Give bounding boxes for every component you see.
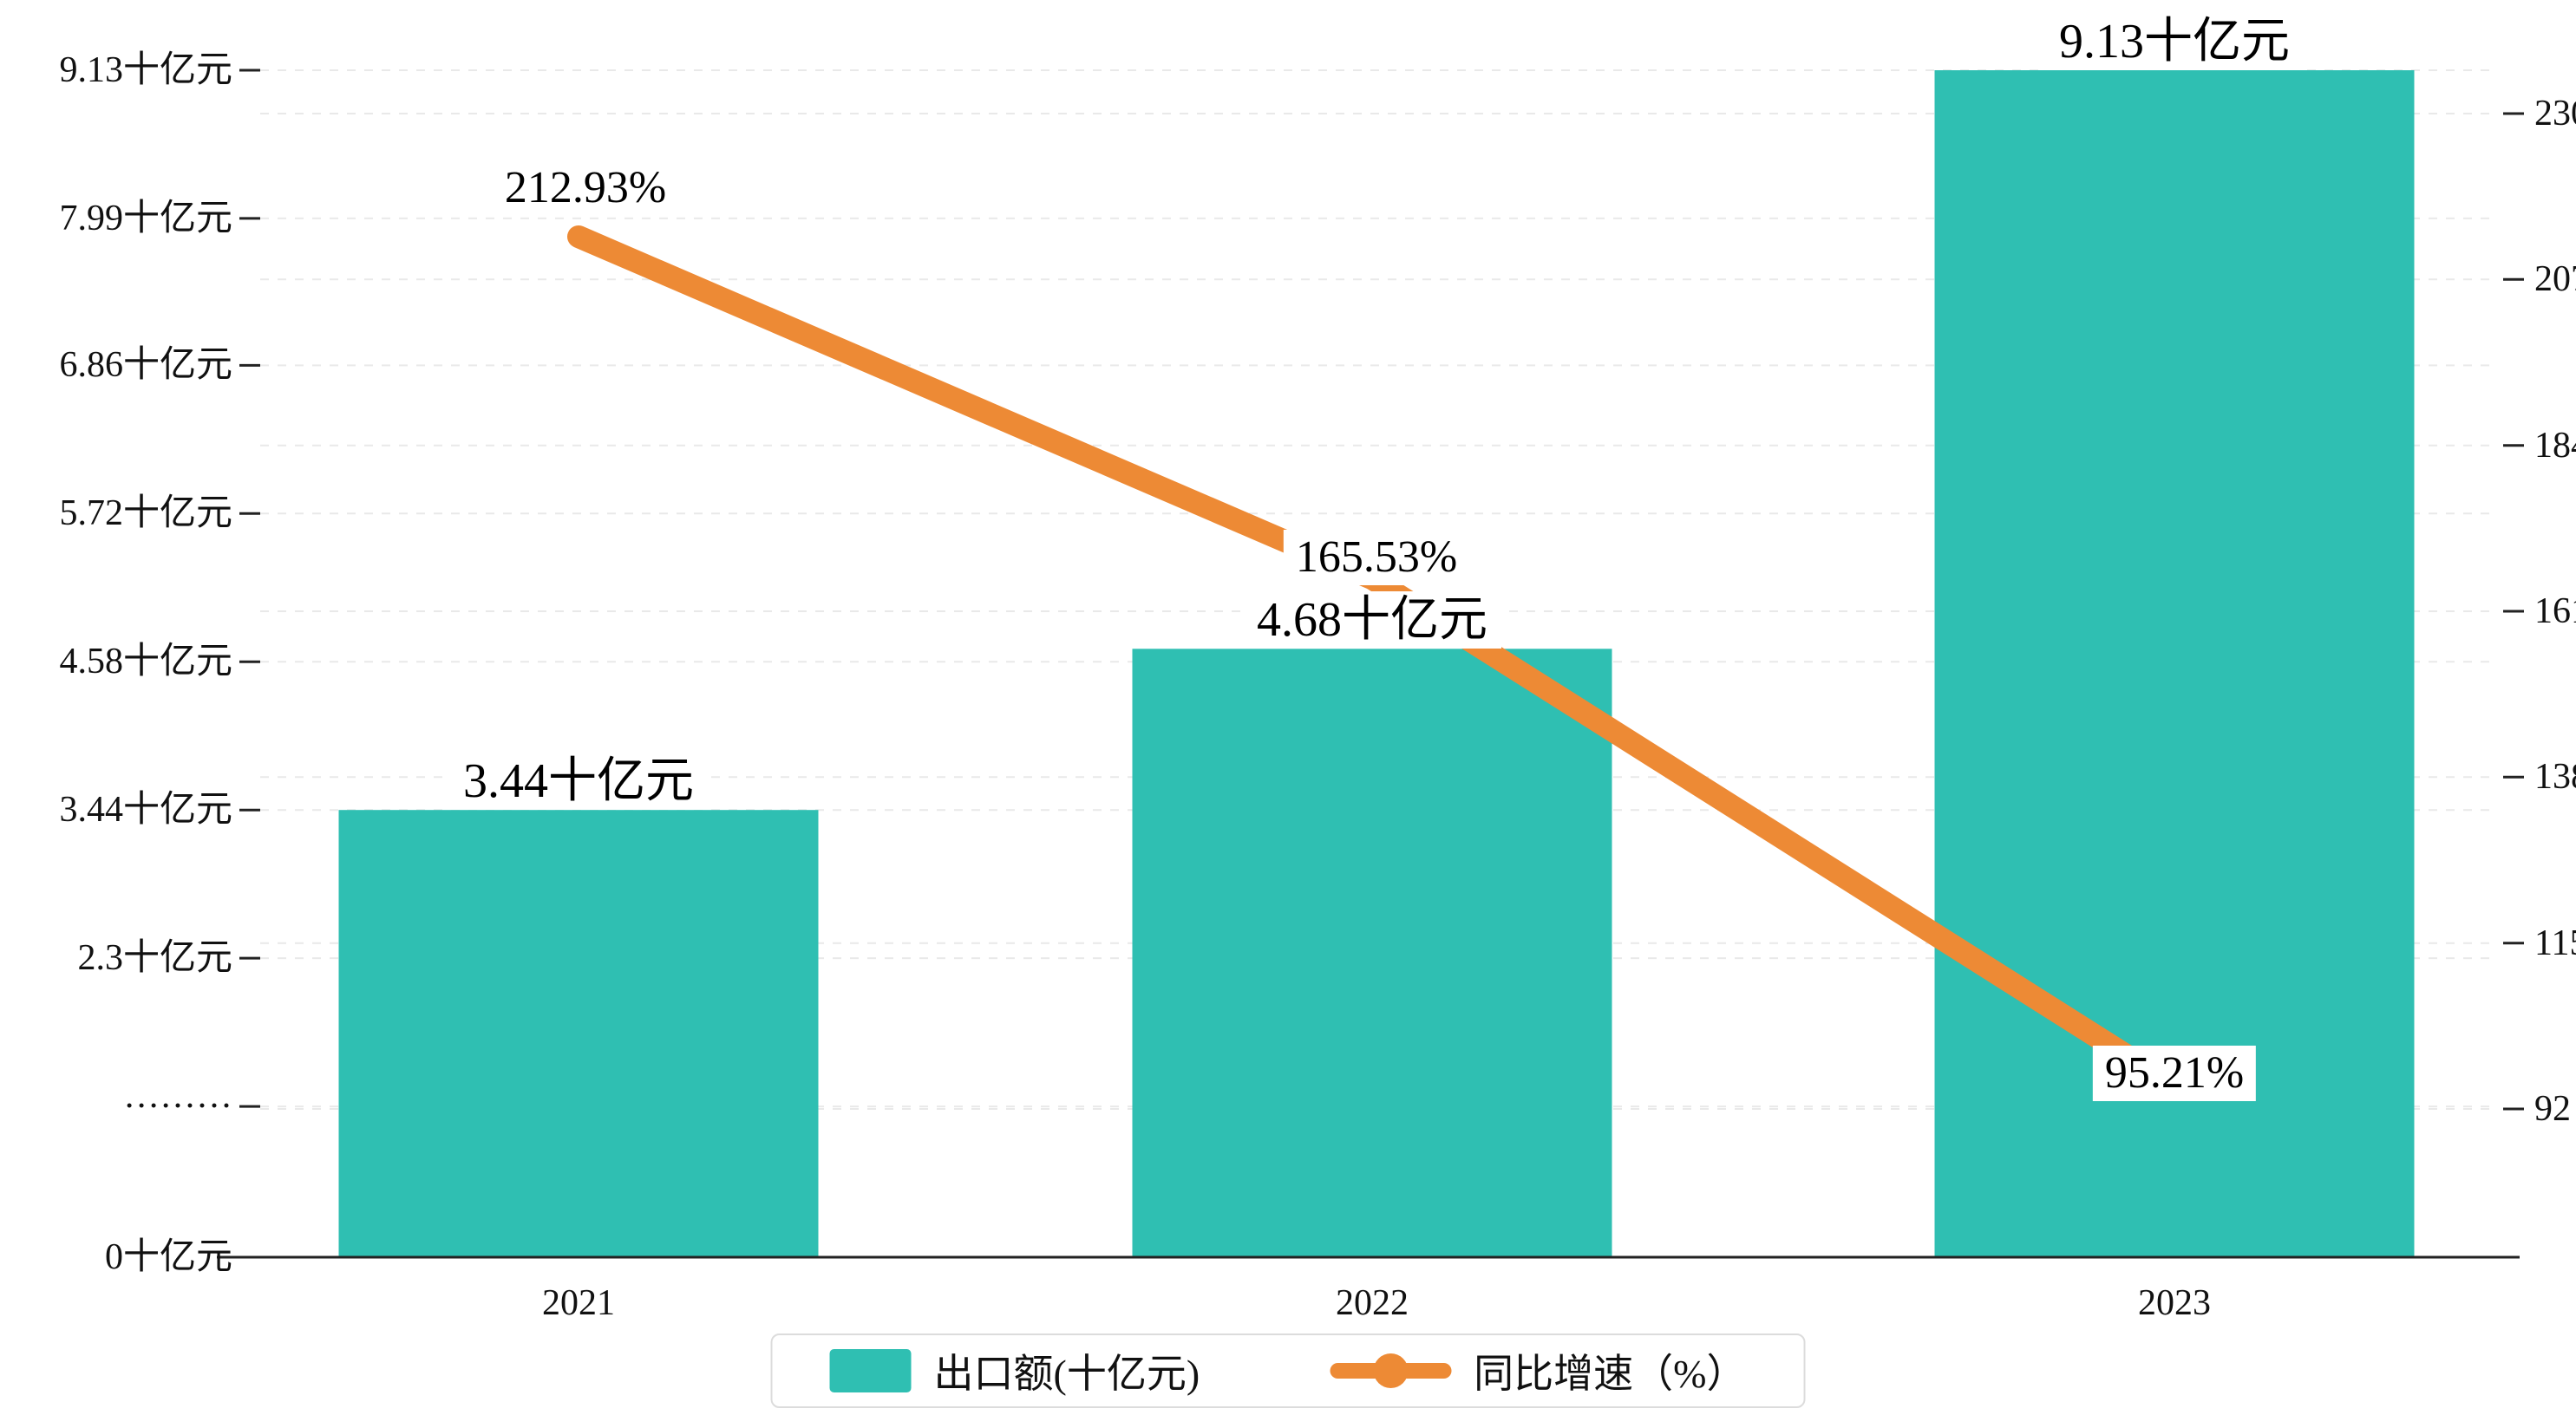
legend-item-export[interactable]: 出口额(十亿元) <box>829 1342 1200 1399</box>
right-axis-tick-label: 138 <box>2534 757 2576 798</box>
bar-2021[interactable] <box>338 810 819 1257</box>
bar-2022[interactable] <box>1132 649 1612 1257</box>
left-axis-tick-label: 9.13十亿元 <box>59 50 232 90</box>
legend-item-growth[interactable]: 同比增速（%） <box>1330 1342 1746 1399</box>
bar-value-label: 4.68十亿元 <box>1243 591 1501 649</box>
left-axis-tick-label: 7.99十亿元 <box>59 198 232 238</box>
line-value-label: 95.21% <box>2092 1046 2257 1102</box>
bar-value-label: 3.44十亿元 <box>449 753 708 811</box>
right-axis-tick-label: 207 <box>2534 259 2576 300</box>
left-axis-tick-label: 0十亿元 <box>104 1237 232 1277</box>
x-axis-category-label: 2022 <box>1336 1283 1409 1323</box>
left-axis-tick-label: ········· <box>123 1086 232 1127</box>
left-axis-tick-label: 3.44十亿元 <box>59 790 232 831</box>
line-value-label: 165.53% <box>1283 530 1470 586</box>
bar-value-label: 9.13十亿元 <box>2045 13 2304 70</box>
left-axis-tick-label: 4.58十亿元 <box>59 642 232 682</box>
right-axis-tick-label: 184 <box>2534 425 2576 466</box>
left-axis-tick-label: 2.3十亿元 <box>77 938 232 979</box>
line-swatch-dot-icon <box>1373 1353 1409 1388</box>
legend-label-export: 出口额(十亿元) <box>933 1352 1200 1396</box>
line-value-label: 212.93% <box>492 160 679 216</box>
legend-label-growth: 同比增速（%） <box>1474 1352 1747 1396</box>
left-axis-tick-label: 5.72十亿元 <box>59 493 232 534</box>
right-axis-tick-label: 161 <box>2534 591 2576 631</box>
right-axis-tick-label: 92 <box>2534 1089 2571 1130</box>
x-axis-category-label: 2023 <box>2138 1283 2211 1323</box>
line-swatch-icon <box>1330 1353 1452 1388</box>
x-axis-category-label: 2021 <box>542 1283 615 1323</box>
left-axis-tick-label: 6.86十亿元 <box>59 345 232 386</box>
right-axis-tick-label: 230 <box>2534 94 2576 134</box>
bar-swatch-icon <box>829 1349 912 1392</box>
right-axis-tick-label: 115 <box>2534 923 2576 963</box>
legend: 出口额(十亿元) 同比增速（%） <box>770 1333 1806 1408</box>
